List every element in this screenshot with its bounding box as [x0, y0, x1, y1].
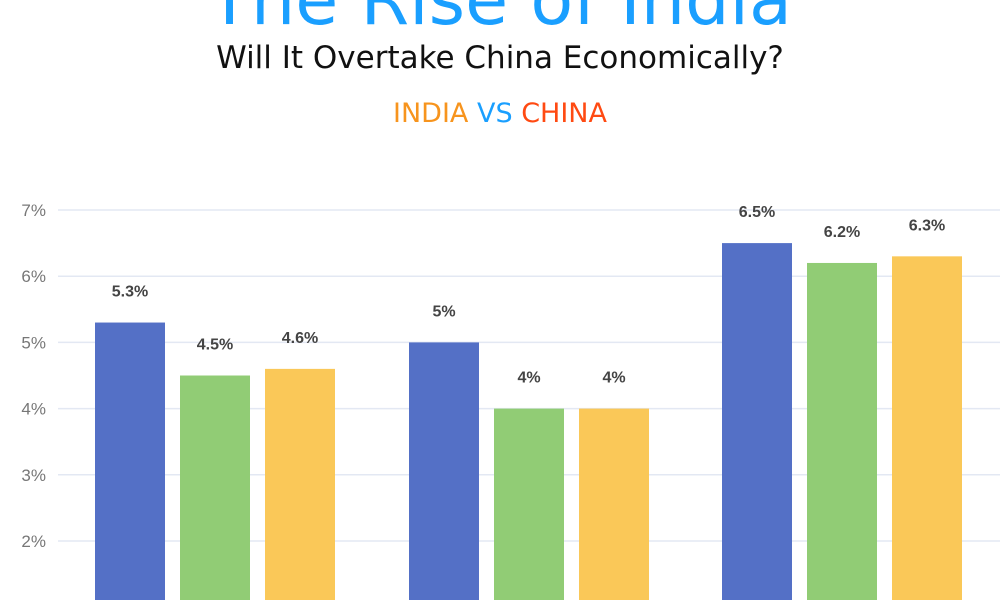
data-label: 5%	[432, 303, 455, 320]
y-tick-label: 4%	[21, 400, 46, 419]
data-label: 6.5%	[739, 204, 775, 221]
page-title: The Rise of India	[208, 0, 792, 41]
india-label: INDIA	[393, 98, 469, 129]
bar	[95, 322, 165, 600]
bar	[265, 368, 335, 600]
y-tick-label: 6%	[21, 267, 46, 286]
y-tick-label: 3%	[21, 466, 46, 485]
y-tick-label: 7%	[21, 201, 46, 220]
data-label: 6.3%	[909, 217, 945, 234]
bar	[180, 375, 250, 600]
data-label: 5.3%	[112, 284, 148, 301]
china-label: CHINA	[521, 98, 607, 129]
bar	[807, 262, 877, 600]
bar	[494, 408, 564, 600]
bar	[579, 408, 649, 600]
data-label: 4.6%	[282, 330, 318, 347]
bar	[722, 243, 792, 600]
data-label: 4%	[602, 370, 625, 387]
data-label: 6.2%	[824, 224, 860, 241]
y-tick-label: 2%	[21, 532, 46, 551]
data-label: 4%	[517, 370, 540, 387]
bar	[892, 256, 962, 600]
y-tick-label: 5%	[21, 333, 46, 352]
page-subtitle: Will It Overtake China Economically?	[216, 40, 784, 76]
india-vs-china-heading: INDIA VS CHINA	[0, 96, 1000, 132]
bar	[409, 342, 479, 600]
vs-label: VS	[476, 98, 513, 129]
data-label: 4.5%	[197, 337, 233, 354]
